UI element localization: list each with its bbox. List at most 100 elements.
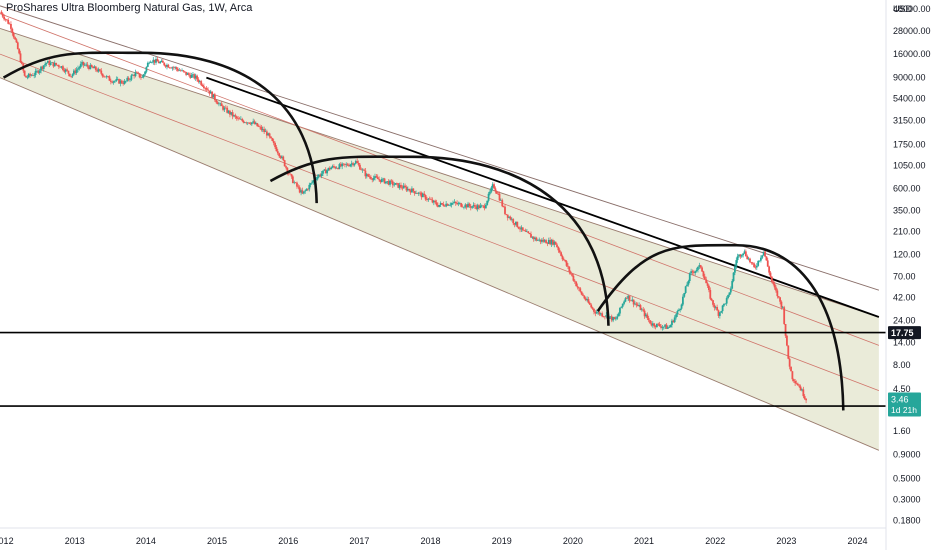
candle-body <box>499 200 502 201</box>
candle-body <box>746 256 749 260</box>
candle-body <box>787 345 790 359</box>
candle-body <box>468 203 471 207</box>
candle-body <box>508 216 511 218</box>
x-tick-label: 2015 <box>207 536 227 546</box>
candle-body <box>14 37 16 40</box>
candle-body <box>348 165 350 167</box>
y-tick-label: 3150.00 <box>893 116 926 126</box>
candle-body <box>621 303 624 307</box>
candle-body <box>597 311 599 313</box>
candle-body <box>501 200 504 207</box>
candle-body <box>765 256 768 261</box>
candle-body <box>235 116 238 119</box>
candle-body <box>327 167 330 171</box>
candle-body <box>316 176 319 180</box>
candle-body <box>63 70 66 72</box>
candle-body <box>42 65 45 69</box>
candle-body <box>302 191 305 194</box>
candle-body <box>301 190 304 194</box>
candle-body <box>531 236 534 238</box>
candle-body <box>473 205 476 207</box>
arc-3 <box>596 243 845 411</box>
candle-body <box>86 64 89 67</box>
candle-body <box>475 206 478 210</box>
price-axis-bg <box>886 0 932 550</box>
candle-body <box>512 219 515 224</box>
candle-body <box>619 307 621 314</box>
candle-body <box>443 205 446 207</box>
candle-body <box>773 283 776 288</box>
candle-body <box>401 187 404 189</box>
candle-body <box>350 163 353 165</box>
candle-body <box>29 73 32 76</box>
candle-body <box>67 70 70 74</box>
candle-body <box>161 60 164 63</box>
candle-body <box>290 174 293 177</box>
candle-body <box>595 312 598 314</box>
candle-body <box>185 71 188 75</box>
candle-body <box>156 59 159 62</box>
candle-body <box>174 67 177 68</box>
candle-body <box>558 250 561 253</box>
candle-body <box>643 310 646 317</box>
x-tick-label: 2020 <box>563 536 583 546</box>
candle-body <box>761 255 764 258</box>
candle-body <box>497 193 500 195</box>
candle-body <box>446 203 449 206</box>
candle-body <box>796 383 799 386</box>
candle-body <box>309 183 312 185</box>
candle-body <box>409 190 412 193</box>
candle-body <box>535 237 538 241</box>
candle-body <box>480 205 483 207</box>
candle-body <box>159 61 162 64</box>
y-tick-label: 1.60 <box>893 426 911 436</box>
candle-body <box>805 398 807 401</box>
candle-body <box>727 295 729 299</box>
candle-body <box>702 271 705 277</box>
candle-body <box>151 62 153 63</box>
y-tick-label: 1750.00 <box>893 140 926 150</box>
candle-body <box>598 311 601 315</box>
candle-body <box>755 265 758 268</box>
candle-body <box>734 266 736 273</box>
candle-body <box>73 70 75 75</box>
candle-body <box>372 177 375 180</box>
candle-body <box>728 292 731 296</box>
candle-body <box>244 122 246 124</box>
candle-body <box>543 240 546 242</box>
candle-body <box>775 287 777 291</box>
candle-body <box>10 24 12 29</box>
candle-body <box>412 188 415 192</box>
candle-body <box>536 240 539 241</box>
candle-body <box>556 244 558 248</box>
channel-mid-upper-line <box>0 13 880 346</box>
candle-body <box>631 299 634 301</box>
candle-body <box>729 288 732 293</box>
candle-body <box>242 120 245 123</box>
candle-body <box>122 83 125 84</box>
candle-body <box>268 133 271 137</box>
candle-body <box>245 122 248 124</box>
candle-body <box>334 166 337 169</box>
candle-body <box>646 314 649 319</box>
candle-body <box>645 314 647 317</box>
candle-body <box>116 79 119 80</box>
candle-body <box>557 247 560 251</box>
candle-body <box>322 170 324 174</box>
candle-body <box>342 163 345 165</box>
candle-body <box>628 295 631 301</box>
candle-body <box>104 76 107 78</box>
candle-body <box>547 239 550 244</box>
candle-body <box>331 166 334 168</box>
candle-body <box>261 129 264 131</box>
candle-body <box>357 162 360 165</box>
candle-body <box>82 61 85 66</box>
y-tick-label: 0.1800 <box>893 516 921 526</box>
candle-body <box>510 219 513 220</box>
candle-body <box>713 304 716 308</box>
candle-body <box>454 201 457 204</box>
candle-body <box>561 255 564 260</box>
candle-body <box>754 266 757 268</box>
